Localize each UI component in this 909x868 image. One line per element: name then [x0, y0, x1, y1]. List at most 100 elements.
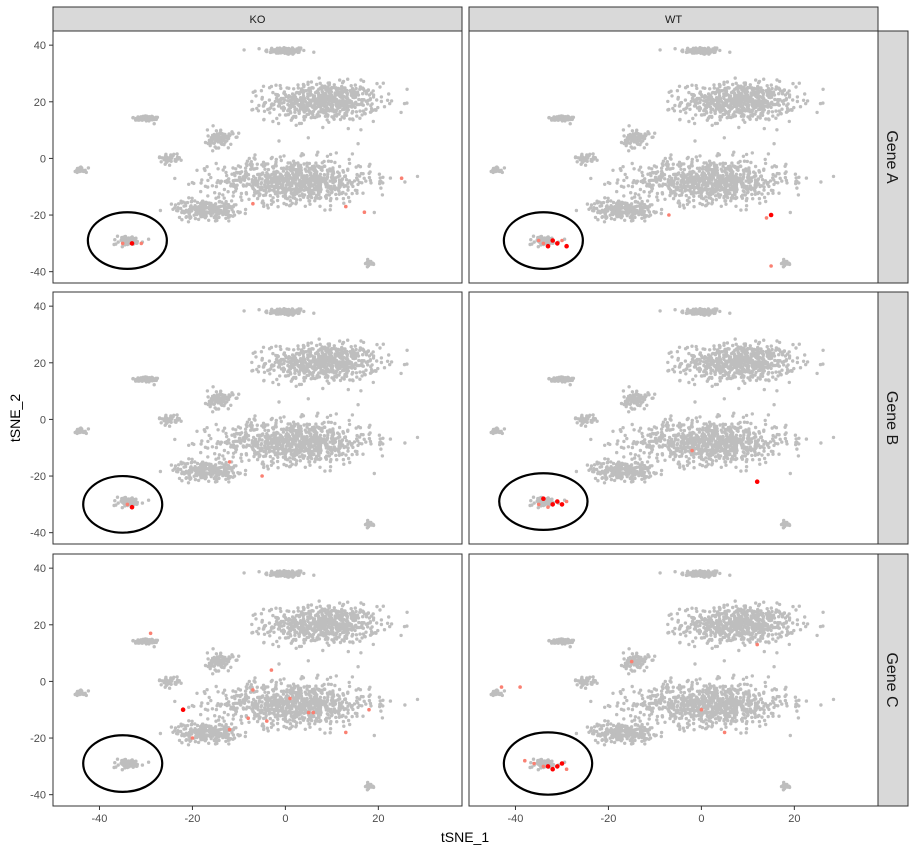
- data-point: [285, 113, 288, 116]
- data-point: [255, 167, 258, 170]
- data-point: [263, 371, 266, 374]
- data-point: [348, 200, 351, 203]
- data-point: [695, 84, 698, 87]
- data-point: [760, 174, 763, 177]
- data-point: [187, 196, 190, 199]
- data-point: [678, 85, 681, 88]
- data-point: [770, 189, 773, 192]
- data-point: [716, 176, 719, 179]
- data-point: [317, 354, 320, 357]
- data-point: [621, 165, 624, 168]
- data-point: [735, 82, 738, 85]
- data-point: [346, 339, 349, 342]
- data-point: [315, 344, 318, 347]
- data-point: [326, 189, 329, 192]
- data-point: [652, 171, 655, 174]
- data-point: [225, 181, 228, 184]
- data-point: [279, 348, 282, 351]
- data-point: [629, 133, 632, 136]
- data-point: [697, 190, 700, 193]
- data-point: [213, 191, 216, 194]
- data-point: [786, 102, 789, 105]
- data-point: [378, 85, 381, 88]
- data-point: [600, 204, 603, 207]
- data-point: [212, 204, 215, 207]
- data-point: [799, 105, 802, 108]
- data-point: [220, 135, 223, 138]
- data-point: [203, 202, 206, 205]
- data-point: [628, 204, 631, 207]
- data-point: [290, 380, 293, 383]
- data-point: [682, 204, 685, 207]
- data-point: [147, 238, 150, 241]
- data-point: [747, 104, 750, 107]
- data-point: [257, 370, 260, 373]
- data-point: [764, 200, 767, 203]
- data-point: [218, 212, 221, 215]
- data-point: [321, 352, 324, 355]
- data-point: [185, 215, 188, 218]
- data-point: [673, 47, 676, 50]
- data-point: [746, 115, 749, 118]
- data-point: [643, 219, 646, 222]
- data-point: [343, 105, 346, 108]
- data-point: [748, 170, 751, 173]
- data-point: [290, 188, 293, 191]
- data-point: [682, 181, 685, 184]
- data-point: [598, 200, 601, 203]
- data-point: [245, 192, 248, 195]
- data-point: [306, 95, 309, 98]
- data-point: [305, 170, 308, 173]
- data-point: [330, 109, 333, 112]
- data-point: [374, 109, 377, 112]
- data-point: [302, 196, 305, 199]
- data-point: [700, 196, 703, 199]
- data-point: [679, 168, 682, 171]
- data-point: [326, 346, 329, 349]
- data-point: [287, 51, 290, 54]
- data-point: [751, 105, 754, 108]
- data-point: [711, 198, 714, 201]
- data-point: [211, 184, 214, 187]
- data-point: [78, 167, 81, 170]
- data-point: [250, 369, 253, 372]
- data-point: [199, 181, 202, 184]
- data-point: [341, 115, 344, 118]
- data-point: [785, 98, 788, 101]
- data-point: [631, 219, 634, 222]
- data-point: [651, 135, 654, 138]
- data-point: [327, 382, 330, 385]
- data-point: [213, 214, 216, 217]
- data-point: [775, 85, 778, 88]
- data-point: [306, 181, 309, 184]
- data-point: [389, 176, 392, 179]
- data-point: [633, 216, 636, 219]
- data-point: [247, 177, 250, 180]
- data-point: [305, 174, 308, 177]
- data-point: [293, 193, 296, 196]
- data-point: [285, 167, 288, 170]
- data-point: [311, 184, 314, 187]
- data-point: [612, 201, 615, 204]
- data-point: [379, 186, 382, 189]
- data-point: [359, 389, 362, 392]
- data-point: [342, 202, 345, 205]
- data-point: [302, 49, 305, 52]
- data-point: [218, 205, 221, 208]
- data-point: [776, 181, 779, 184]
- data-point: [323, 208, 326, 211]
- data-point: [615, 190, 618, 193]
- data-point: [298, 48, 301, 51]
- data-point: [266, 108, 269, 111]
- background-points: [490, 46, 836, 268]
- data-point: [684, 98, 687, 101]
- highlight-point: [542, 242, 546, 246]
- data-point: [237, 132, 240, 135]
- data-point: [711, 173, 714, 176]
- data-point: [744, 90, 747, 93]
- data-point: [687, 91, 690, 94]
- data-point: [686, 182, 689, 185]
- data-point: [204, 141, 207, 144]
- data-point: [709, 193, 712, 196]
- data-point: [302, 108, 305, 111]
